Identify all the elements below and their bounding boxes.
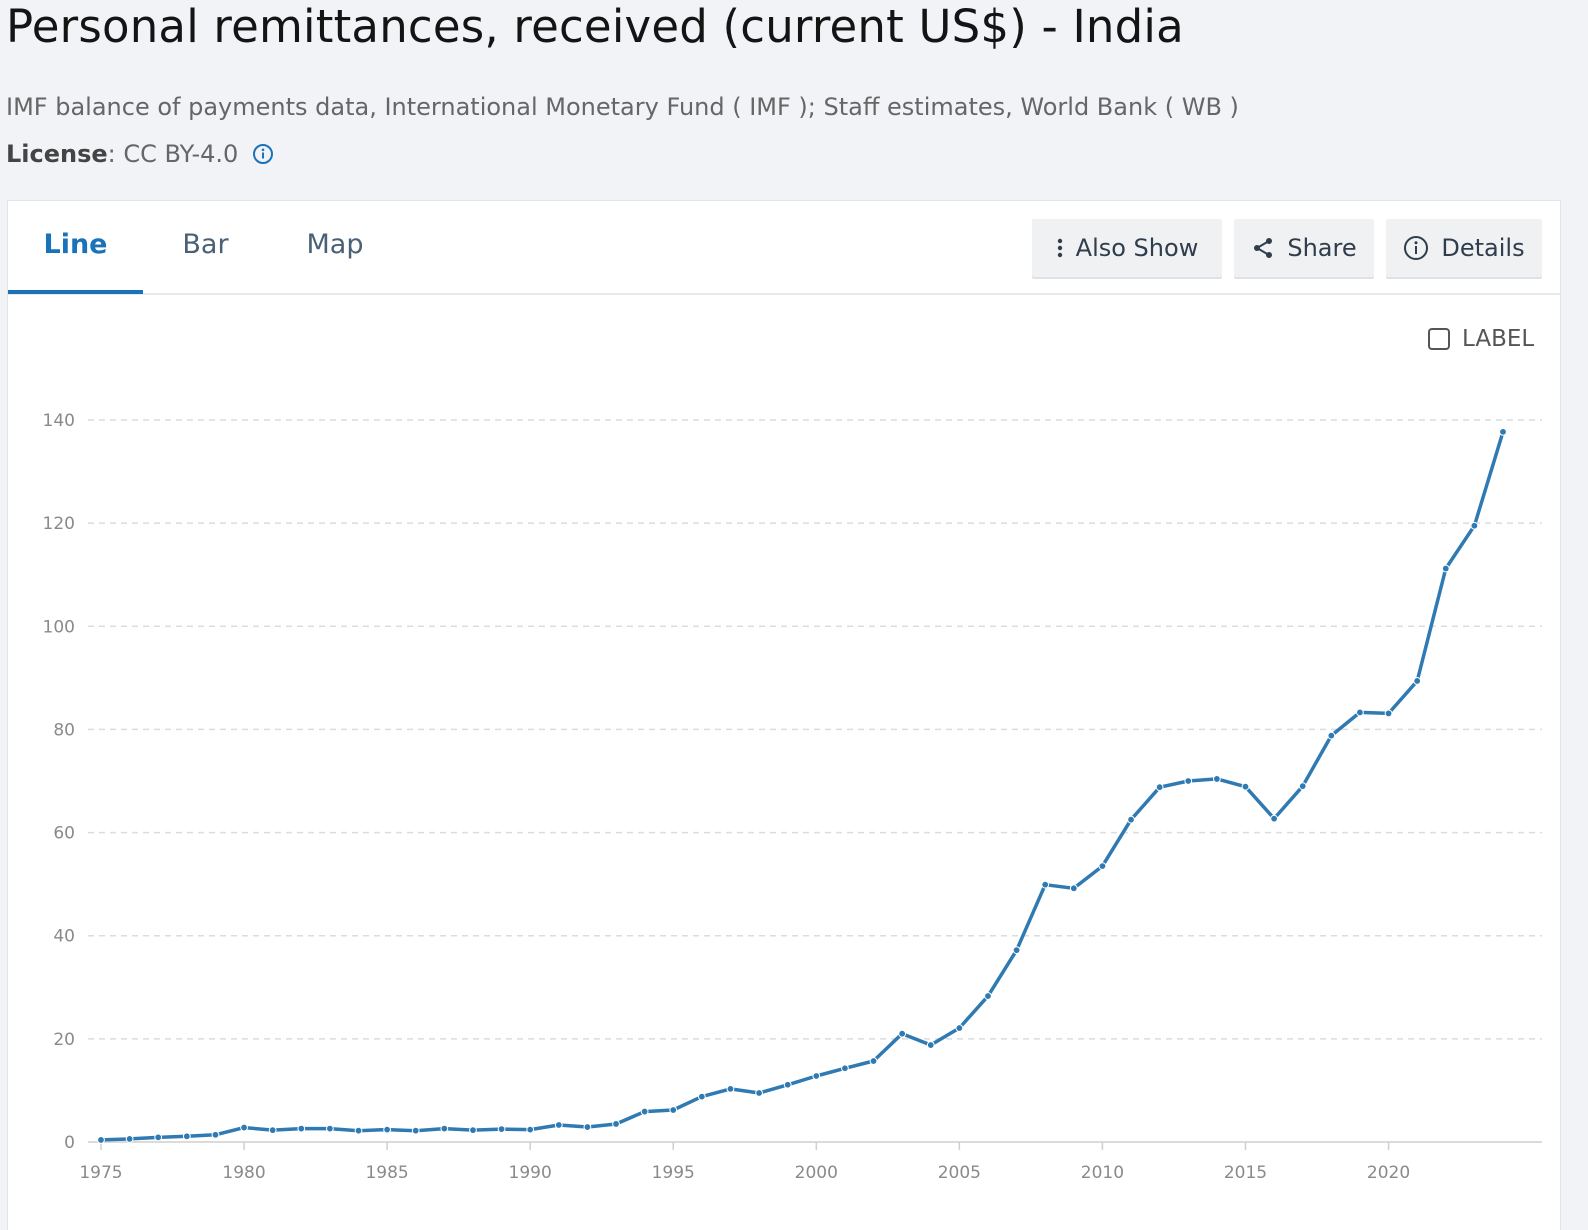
tab-line[interactable]: Line [8,201,143,294]
data-point[interactable] [583,1123,592,1131]
data-point[interactable] [440,1124,449,1133]
info-circle-icon [1403,235,1429,261]
details-label: Details [1441,234,1525,262]
data-point[interactable] [554,1121,563,1129]
data-point[interactable] [1212,775,1221,783]
data-point[interactable] [1069,884,1078,893]
x-tick-label: 1990 [509,1163,552,1183]
data-point[interactable] [354,1126,363,1135]
tab-bar[interactable]: Bar [182,229,229,260]
details-button[interactable]: Details [1386,219,1542,277]
y-tick-label: 120 [43,514,75,534]
also-show-label: Also Show [1075,234,1199,262]
data-point[interactable] [1270,814,1279,823]
data-point[interactable] [984,992,992,1000]
share-label: Share [1287,234,1357,262]
license-value: : CC BY-4.0 [107,140,239,168]
data-point[interactable] [240,1123,248,1132]
data-point[interactable] [955,1024,964,1032]
page-title: Personal remittances, received (current … [6,0,1184,53]
tab-map[interactable]: Map [306,229,364,260]
x-tick-label: 1980 [222,1163,265,1183]
data-point[interactable] [1413,677,1422,685]
data-point[interactable] [726,1084,735,1093]
y-tick-label: 40 [53,927,75,947]
label-toggle-text: LABEL [1462,326,1535,352]
chart-card: Line Bar Map Also Show Share Details LAB… [7,200,1561,1230]
data-point[interactable] [1184,777,1193,785]
data-point[interactable] [154,1133,163,1142]
data-point[interactable] [1012,946,1021,955]
data-point[interactable] [497,1125,506,1134]
data-point[interactable] [125,1135,134,1143]
data-point[interactable] [1384,709,1393,718]
data-point[interactable] [325,1124,334,1133]
also-show-button[interactable]: Also Show [1032,219,1222,277]
data-point[interactable] [1241,782,1250,791]
data-point[interactable] [898,1029,907,1038]
data-point[interactable] [612,1120,620,1128]
data-point[interactable] [783,1080,792,1089]
data-point[interactable] [755,1089,763,1097]
share-button[interactable]: Share [1234,219,1374,277]
x-tick-label: 2005 [938,1163,981,1183]
data-point[interactable] [97,1136,105,1144]
chart-type-tabs: Line Bar Map Also Show Share Details [8,201,1560,295]
y-tick-label: 80 [53,720,75,740]
label-toggle[interactable]: LABEL [1428,323,1534,355]
license-info: License : CC BY-4.0 [6,140,274,168]
data-point[interactable] [1041,880,1050,889]
license-label: License [6,140,108,168]
data-point[interactable] [268,1126,277,1135]
share-icon [1251,236,1275,260]
x-tick-label: 1975 [79,1163,122,1183]
data-point[interactable] [812,1072,821,1080]
data-point[interactable] [1356,708,1364,717]
data-source[interactable]: IMF balance of payments data, Internatio… [6,93,1239,121]
x-tick-label: 2010 [1081,1163,1124,1183]
data-point[interactable] [411,1126,420,1135]
data-point[interactable] [211,1130,220,1139]
data-point[interactable] [297,1124,306,1133]
data-point[interactable] [1327,731,1336,740]
series-line [100,431,1505,1142]
label-checkbox[interactable] [1428,328,1450,350]
x-tick-label: 2020 [1367,1163,1410,1183]
data-point[interactable] [383,1125,392,1134]
data-point[interactable] [469,1126,477,1135]
data-point[interactable] [1499,427,1507,436]
data-point[interactable] [526,1125,535,1134]
data-point[interactable] [669,1106,678,1114]
data-point[interactable] [841,1064,849,1073]
y-tick-label: 100 [43,617,75,637]
data-point[interactable] [1155,783,1164,792]
x-tick-label: 1995 [652,1163,695,1183]
data-point[interactable] [182,1132,191,1141]
x-tick-label: 2000 [795,1163,838,1183]
x-tick-label: 2015 [1224,1163,1267,1183]
data-point[interactable] [926,1041,935,1049]
y-tick-label: 60 [53,824,75,844]
data-point[interactable] [640,1107,649,1116]
data-point[interactable] [1470,521,1479,530]
data-point[interactable] [1098,862,1107,870]
info-icon[interactable] [252,143,274,165]
x-tick-label: 1985 [365,1163,408,1183]
data-point[interactable] [697,1092,706,1101]
y-tick-label: 20 [53,1030,75,1050]
data-point[interactable] [1127,815,1135,824]
data-point[interactable] [1298,782,1307,791]
data-point[interactable] [1441,564,1450,573]
y-tick-label: 140 [43,411,75,431]
y-tick-label: 0 [64,1133,75,1153]
data-point[interactable] [869,1057,878,1065]
more-vertical-icon [1056,237,1064,259]
